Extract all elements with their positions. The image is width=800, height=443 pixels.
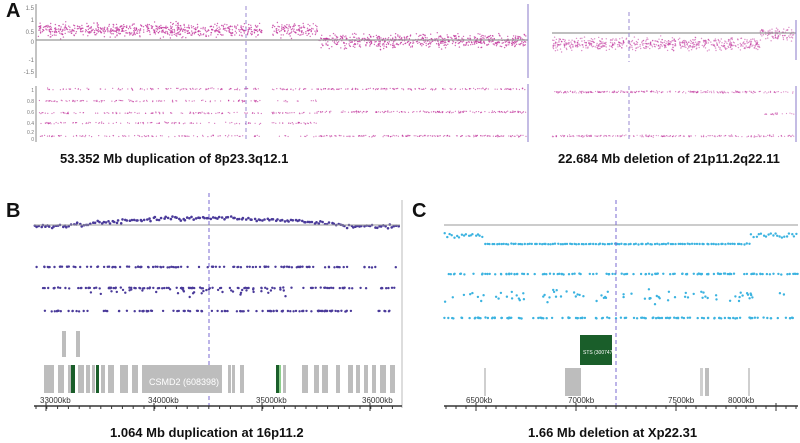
panel-c-axis: 6500kb 7000kb 7500kb 8000kb bbox=[444, 396, 798, 411]
panel-a-left-lower: 1 0.8 0.6 0.4 0.2 0 bbox=[27, 84, 529, 143]
panel-a-left-plot: 1.5 1 0.5 0 -1 -1.5 bbox=[24, 4, 529, 82]
a-lower-tick-0-6: 0.6 bbox=[27, 110, 34, 116]
a-ytick-1: 1 bbox=[31, 18, 35, 24]
panel-b-letter: B bbox=[6, 200, 21, 222]
a-ytick-1-5: 1.5 bbox=[26, 6, 35, 12]
csmd2-gene-label: CSMD2 (608398) bbox=[149, 377, 219, 387]
panel-b-genes: CSMD2 (608398) bbox=[44, 331, 395, 393]
a-lower-tick-0-8: 0.8 bbox=[27, 99, 34, 105]
panel-a-left-caption: 53.352 Mb duplication of 8p23.3q12.1 bbox=[60, 151, 289, 166]
a-lower-tick-0-2: 0.2 bbox=[27, 130, 34, 136]
a-ytick-neg1-5: -1.5 bbox=[24, 70, 35, 76]
b-axis-tick-34000: 34000kb bbox=[148, 396, 179, 405]
panel-b-axis: 33000kb 34000kb 35000kb 36000kb bbox=[34, 396, 402, 411]
panel-c-letter: C bbox=[412, 200, 427, 222]
panel-a-right-plot bbox=[552, 12, 797, 62]
a-lower-tick-1: 1 bbox=[31, 88, 34, 94]
c-axis-tick-7500: 7500kb bbox=[668, 396, 695, 405]
panel-c-plot bbox=[443, 200, 799, 408]
panel-b-plot bbox=[33, 193, 403, 408]
c-axis-tick-8000: 8000kb bbox=[728, 396, 755, 405]
panel-c-caption: 1.66 Mb deletion at Xp22.31 bbox=[528, 425, 698, 440]
panel-b-caption: 1.064 Mb duplication at 16p11.2 bbox=[110, 425, 304, 440]
a-ytick-0-5: 0.5 bbox=[26, 30, 35, 36]
panel-a-letter: A bbox=[6, 0, 21, 22]
a-lower-tick-0-4: 0.4 bbox=[27, 121, 34, 127]
c-axis-tick-7000: 7000kb bbox=[568, 396, 595, 405]
b-axis-tick-35000: 35000kb bbox=[256, 396, 287, 405]
a-ytick-0: 0 bbox=[31, 40, 35, 46]
sts-gene-label: STS (300747) bbox=[583, 350, 614, 356]
panel-a-right-lower bbox=[551, 86, 797, 142]
a-ytick-neg1: -1 bbox=[29, 58, 35, 64]
panel-c-genes: STS (300747) bbox=[484, 335, 750, 396]
c-axis-tick-6500: 6500kb bbox=[466, 396, 493, 405]
b-axis-tick-36000: 36000kb bbox=[362, 396, 393, 405]
sts-gene-block bbox=[580, 335, 612, 365]
csmd2-gene-block bbox=[146, 365, 222, 393]
b-axis-tick-33000: 33000kb bbox=[40, 396, 71, 405]
a-lower-tick-0: 0 bbox=[31, 137, 34, 143]
panel-a-right-caption: 22.684 Mb deletion of 21p11.2q22.11 bbox=[558, 151, 780, 166]
